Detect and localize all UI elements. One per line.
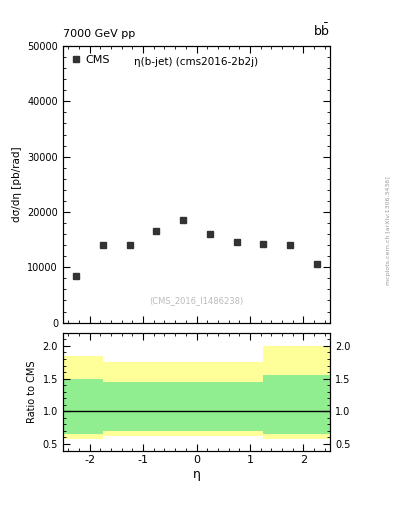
CMS xyxy=(154,228,159,234)
CMS xyxy=(234,239,239,245)
CMS xyxy=(127,242,132,248)
CMS xyxy=(208,231,212,237)
Text: (CMS_2016_I1486238): (CMS_2016_I1486238) xyxy=(149,296,244,305)
CMS xyxy=(74,272,79,279)
CMS xyxy=(101,242,105,248)
CMS xyxy=(314,262,319,268)
Legend: CMS: CMS xyxy=(68,52,113,68)
Y-axis label: Ratio to CMS: Ratio to CMS xyxy=(27,360,37,423)
CMS xyxy=(261,241,266,247)
Text: b$\bar{\mathrm{b}}$: b$\bar{\mathrm{b}}$ xyxy=(313,23,330,39)
Line: CMS: CMS xyxy=(73,217,320,279)
CMS xyxy=(181,217,185,223)
Text: mcplots.cern.ch [arXiv:1306.3436]: mcplots.cern.ch [arXiv:1306.3436] xyxy=(386,176,391,285)
X-axis label: η: η xyxy=(193,468,200,481)
Y-axis label: dσ/dη [pb/rad]: dσ/dη [pb/rad] xyxy=(12,146,22,222)
Text: 7000 GeV pp: 7000 GeV pp xyxy=(63,29,135,39)
CMS xyxy=(288,242,292,248)
Text: η(b-jet) (cms2016-2b2j): η(b-jet) (cms2016-2b2j) xyxy=(134,57,259,67)
